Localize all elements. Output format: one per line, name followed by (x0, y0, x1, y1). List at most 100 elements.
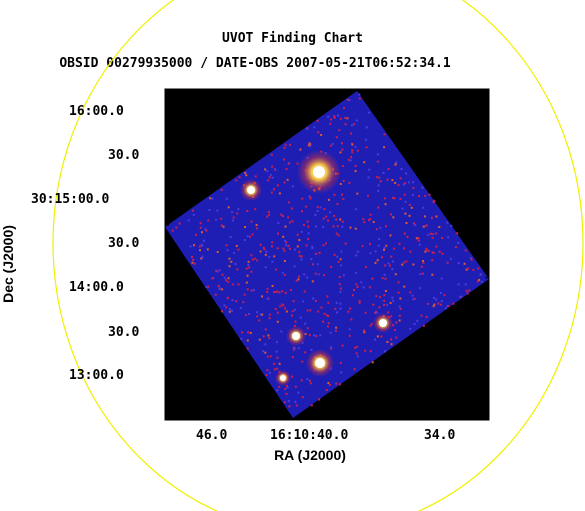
noise-pixel (276, 290, 279, 293)
noise-pixel (284, 388, 287, 390)
noise-pixel (201, 231, 203, 234)
noise-pixel (344, 123, 347, 126)
noise-pixel (403, 247, 405, 250)
noise-pixel (452, 302, 455, 305)
noise-pixel (246, 347, 249, 350)
noise-pixel (221, 310, 223, 313)
noise-pixel (356, 250, 359, 253)
noise-pixel (255, 224, 258, 226)
noise-pixel (375, 228, 378, 231)
star-core (280, 375, 286, 381)
noise-pixel (281, 271, 284, 274)
noise-pixel (389, 264, 391, 267)
noise-pixel (374, 338, 376, 341)
noise-pixel (314, 272, 317, 275)
noise-pixel (244, 171, 247, 174)
noise-pixel (376, 176, 379, 179)
noise-pixel (318, 398, 321, 401)
noise-pixel (338, 383, 341, 386)
noise-pixel (364, 138, 367, 141)
y-axis-label: Dec (J2000) (0, 225, 16, 303)
noise-pixel (191, 209, 194, 212)
noise-pixel (276, 311, 279, 314)
noise-pixel (217, 285, 220, 287)
noise-pixel (354, 227, 357, 230)
noise-pixel (419, 273, 422, 275)
field-of-view-circle (52, 0, 584, 511)
noise-pixel (262, 246, 265, 249)
noise-pixel (227, 277, 230, 280)
noise-pixel (351, 143, 354, 146)
noise-pixel (239, 307, 242, 310)
noise-pixel (297, 347, 300, 350)
noise-pixel (438, 226, 441, 228)
noise-pixel (265, 373, 268, 376)
noise-pixel (327, 115, 330, 118)
noise-pixel (299, 148, 302, 151)
noise-pixel (271, 241, 274, 244)
x-tick-label: 16:10:40.0 (270, 428, 349, 443)
noise-pixel (464, 283, 467, 286)
noise-pixel (401, 207, 404, 210)
noise-pixel (470, 258, 473, 261)
star-core (292, 332, 300, 340)
noise-pixel (296, 245, 299, 248)
noise-pixel (390, 213, 392, 216)
noise-pixel (405, 260, 408, 263)
noise-pixel (284, 239, 287, 242)
noise-pixel (353, 289, 355, 291)
noise-pixel (187, 219, 190, 222)
noise-pixel (341, 142, 343, 145)
noise-pixel (354, 145, 357, 148)
noise-pixel (218, 287, 221, 290)
noise-pixel (282, 247, 285, 250)
noise-pixel (365, 266, 368, 269)
noise-pixel (398, 242, 401, 245)
noise-pixel (355, 271, 358, 274)
noise-pixel (225, 306, 228, 309)
noise-pixel (274, 290, 277, 293)
noise-pixel (334, 307, 337, 310)
noise-pixel (201, 255, 204, 258)
noise-pixel (432, 201, 435, 203)
noise-pixel (309, 196, 312, 199)
noise-pixel (228, 257, 231, 260)
noise-pixel (378, 306, 381, 309)
noise-pixel (337, 261, 340, 263)
noise-pixel (408, 181, 411, 184)
noise-pixel (295, 404, 298, 407)
noise-pixel (353, 123, 356, 126)
noise-pixel (320, 306, 323, 309)
noise-pixel (296, 233, 299, 236)
noise-pixel (233, 251, 236, 254)
noise-pixel (432, 251, 435, 254)
noise-pixel (399, 197, 402, 200)
noise-pixel (378, 238, 381, 241)
noise-pixel (392, 216, 395, 219)
noise-pixel (404, 212, 407, 215)
noise-pixel (306, 378, 309, 381)
noise-pixel (338, 129, 341, 132)
noise-pixel (341, 220, 344, 223)
noise-pixel (266, 369, 269, 372)
noise-pixel (402, 183, 405, 186)
noise-pixel (316, 263, 319, 266)
noise-pixel (312, 263, 314, 266)
noise-pixel (216, 270, 219, 273)
noise-pixel (381, 277, 384, 280)
noise-pixel (318, 251, 321, 254)
noise-pixel (204, 228, 207, 231)
noise-pixel (274, 368, 276, 371)
noise-pixel (418, 287, 421, 290)
star-core (313, 166, 325, 178)
noise-pixel (283, 181, 286, 184)
noise-pixel (262, 350, 265, 353)
noise-pixel (271, 260, 274, 263)
noise-pixel (253, 289, 255, 292)
noise-pixel (298, 275, 300, 278)
noise-pixel (421, 186, 424, 189)
noise-pixel (309, 197, 312, 200)
noise-pixel (334, 329, 337, 332)
noise-pixel (344, 116, 347, 119)
noise-pixel (333, 193, 336, 196)
